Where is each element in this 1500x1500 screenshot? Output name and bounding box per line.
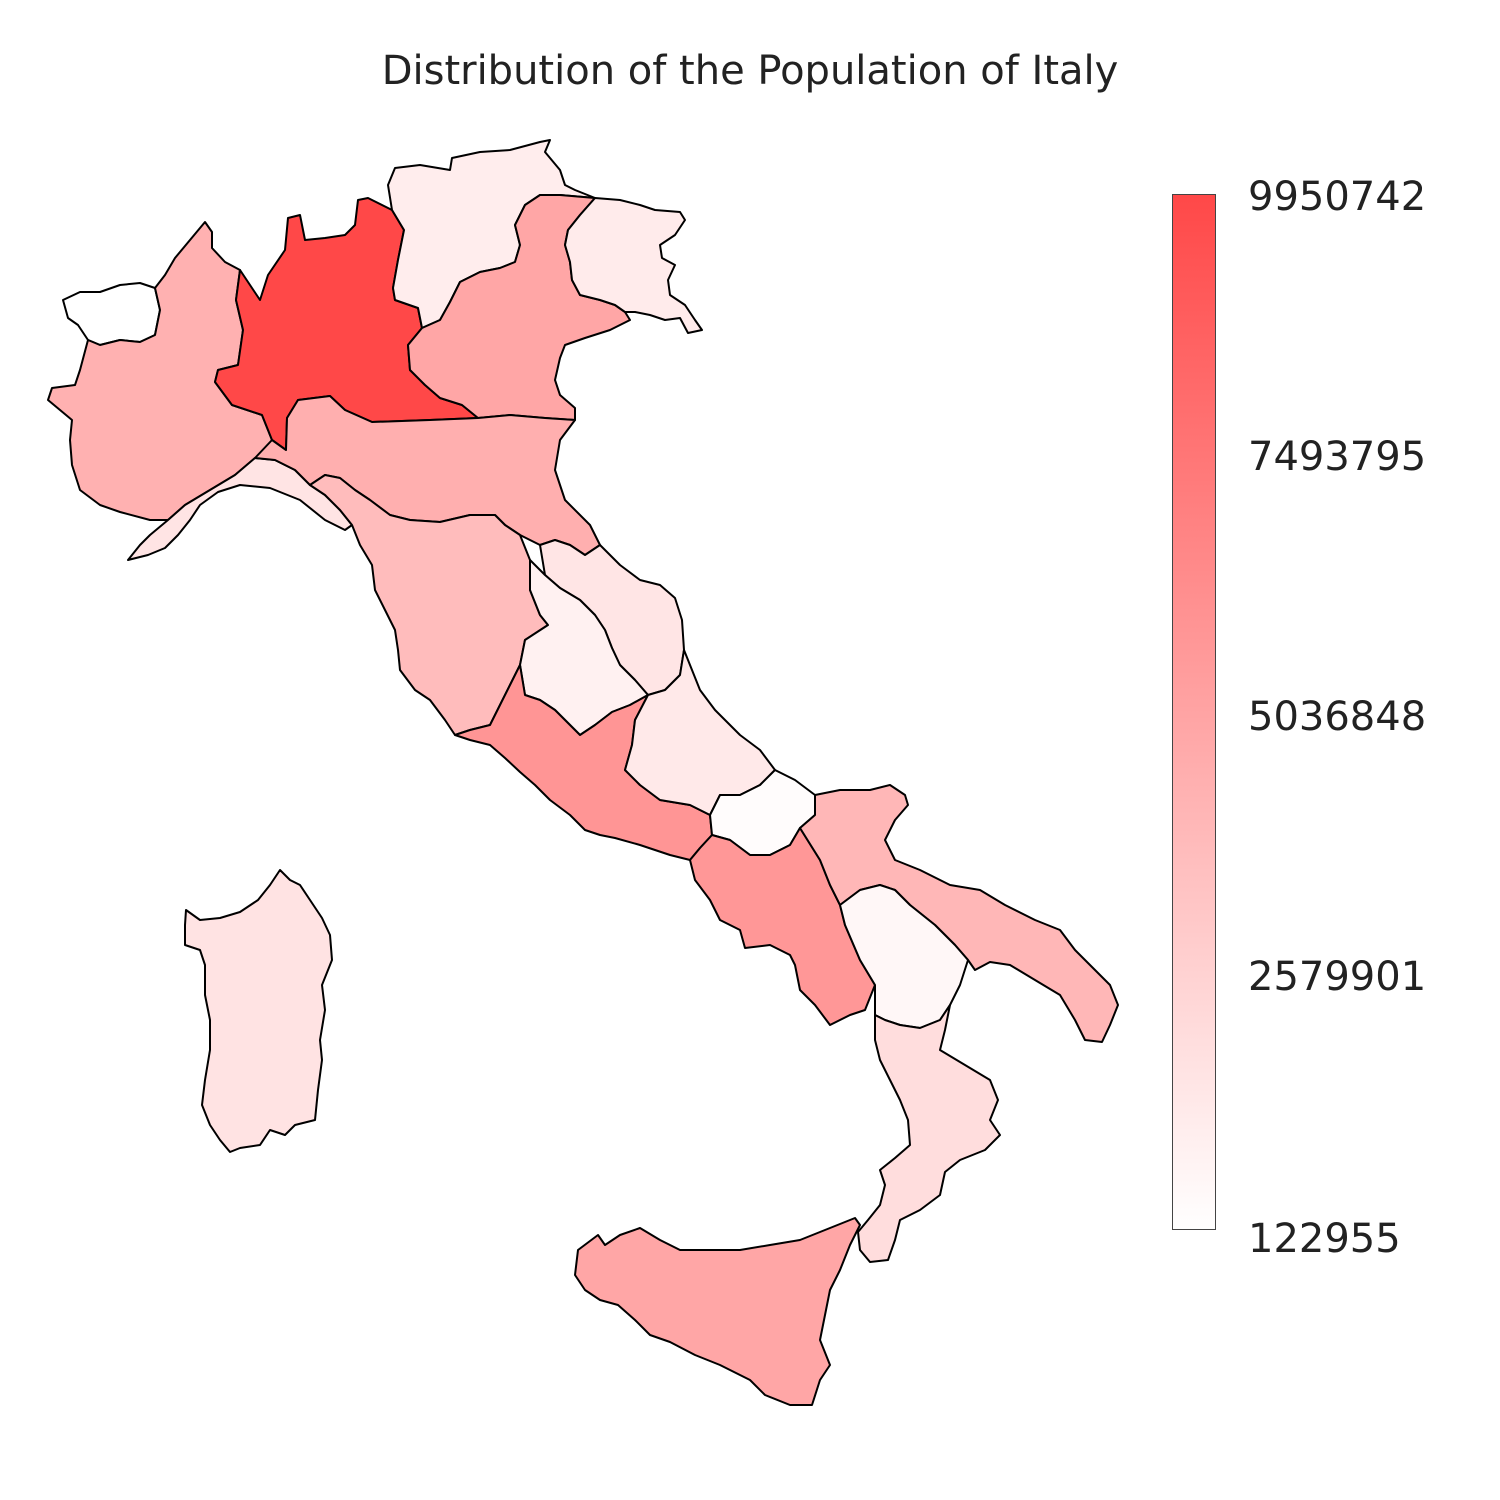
region-friuli-venezia-giulia[interactable] <box>564 197 703 334</box>
region-calabria[interactable] <box>857 1004 1001 1263</box>
region-valle-d-aosta[interactable] <box>62 282 161 346</box>
legend-tick-min: 122955 <box>1248 1216 1401 1262</box>
region-campania[interactable] <box>689 827 876 1026</box>
color-scale-bar <box>1172 194 1216 1230</box>
map-title: Distribution of the Population of Italy <box>381 48 1119 94</box>
legend-tick-4: 2579901 <box>1248 954 1427 1000</box>
legend-tick-2: 7493795 <box>1248 434 1427 480</box>
region-sardegna[interactable] <box>184 869 333 1153</box>
legend-tick-max: 9950742 <box>1248 174 1427 220</box>
legend-tick-3: 5036848 <box>1248 694 1427 740</box>
region-sicilia[interactable] <box>574 1217 861 1406</box>
